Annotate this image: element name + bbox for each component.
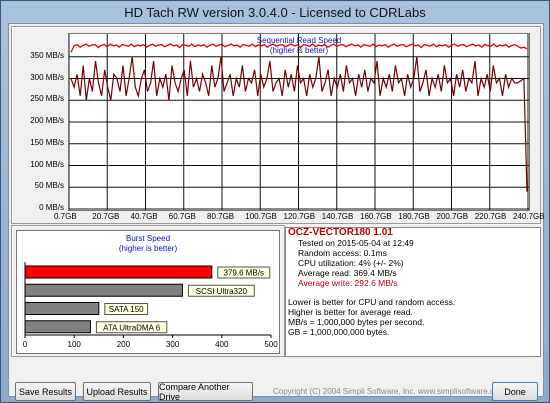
burst-tick-label: 500: [264, 340, 278, 349]
burst-graph-area: Burst Speed (higher is better) 0 100 200 30…: [16, 230, 280, 354]
client-area: Sequential Read Speed (higher is better)…: [8, 23, 545, 402]
write-speed-line: [70, 56, 528, 192]
y-tick-label: 0 MB/s: [39, 203, 64, 212]
save-results-button[interactable]: Save Results: [15, 382, 76, 401]
burst-bar-label: SCSI Ultra320: [187, 284, 255, 297]
upload-results-button[interactable]: Upload Results: [83, 382, 151, 401]
compare-another-drive-button[interactable]: Compare Another Drive: [158, 382, 253, 402]
y-tick-label: 350 MB/s: [30, 50, 64, 60]
burst-label-text: SCSI Ultra320: [196, 287, 248, 296]
burst-tick-label: 200: [117, 340, 131, 349]
burst-label-box: [104, 303, 149, 315]
note-mbs-definition: MB/s = 1,000,000 bytes per second.: [288, 317, 425, 327]
drive-name: OCZ-VECTOR180 1.01: [288, 227, 393, 238]
x-tick-label: 220.7GB: [474, 212, 507, 221]
y-tick-label: 150 MB/s: [30, 137, 64, 147]
burst-chart-title: Burst Speed: [125, 234, 171, 243]
note-gb-definition: GB = 1,000,000,000 bytes.: [288, 327, 390, 337]
burst-label-text: SATA 150: [109, 305, 144, 314]
y-tick-label: 200 MB/s: [30, 116, 64, 125]
note-higher-better: Higher is better for average read.: [288, 307, 413, 317]
burst-label-box: [217, 266, 271, 279]
x-tick-label: 160.7GB: [360, 212, 392, 221]
read-chart-svg: [69, 34, 529, 210]
x-tick-label: 0.7GB: [54, 212, 77, 221]
note-lower-better: Lower is better for CPU and random acces…: [288, 297, 456, 307]
burst-chart-subtitle: (higher is better): [118, 244, 178, 253]
burst-bar: [24, 320, 91, 334]
average-write: Average write: 292.6 MB/s: [298, 278, 398, 288]
read-speed-line: [70, 43, 528, 53]
burst-tick-label: 400: [215, 340, 229, 349]
y-tick-label: 300 MB/s: [30, 72, 64, 82]
y-tick-label: 250 MB/s: [30, 94, 64, 104]
burst-tick-label: 0: [23, 340, 28, 349]
burst-chart-svg: 0 100 200 300 400 500 379.6 MB/s SCSI Ultra320 S…: [23, 262, 278, 349]
burst-label-text: ATA UltraDMA 6: [103, 323, 161, 332]
x-tick-label: 40.7GB: [130, 212, 158, 221]
burst-bar: [24, 265, 213, 279]
burst-tick-label: 300: [166, 340, 180, 349]
burst-label-box: [187, 284, 255, 297]
burst-label-box: [95, 321, 168, 334]
tested-date: Tested on 2015-05-04 at 12:49: [298, 238, 414, 248]
read-speed-panel: Sequential Read Speed (higher is better)…: [11, 26, 545, 224]
random-access: Random access: 0.1ms: [298, 248, 387, 258]
x-tick-label: 200.7GB: [436, 212, 469, 221]
x-tick-label: 100.7GB: [245, 212, 277, 221]
x-tick-label: 20.7GB: [92, 212, 120, 221]
x-tick-label: 180.7GB: [398, 212, 430, 221]
y-tick-label: 50 MB/s: [34, 181, 64, 191]
burst-tick-label: 100: [68, 340, 82, 349]
burst-bar: [24, 283, 183, 297]
copyright-text: Copyright (C) 2004 Simpli Software, Inc.…: [273, 387, 506, 396]
read-graph-area: Sequential Read Speed (higher is better): [68, 33, 530, 211]
x-tick-label: 80.7GB: [207, 212, 235, 221]
average-read: Average read: 369.4 MB/s: [298, 268, 397, 278]
x-tick-label: 60.7GB: [168, 212, 196, 221]
x-tick-label: 140.7GB: [321, 212, 354, 221]
burst-label-text: 379.6 MB/s: [224, 269, 264, 278]
burst-bar-label: 379.6 MB/s: [217, 266, 271, 279]
cpu-utilization: CPU utilization: 4% (+/- 2%): [298, 258, 404, 268]
done-button[interactable]: Done: [492, 382, 538, 401]
window-title: HD Tach RW version 3.0.4.0 - Licensed to…: [124, 4, 426, 20]
results-info-panel: OCZ-VECTOR180 1.01 Tested on 2015-05-04 …: [285, 227, 541, 357]
y-tick-label: 100 MB/s: [30, 159, 64, 169]
burst-bar-label: SATA 150: [104, 303, 149, 315]
x-tick-label: 240.7GB: [513, 212, 545, 221]
x-tick-label: 120.7GB: [283, 212, 316, 221]
burst-speed-panel: Burst Speed (higher is better) 0 100 200 30…: [11, 225, 285, 357]
burst-bar-label: ATA UltraDMA 6: [95, 321, 168, 334]
burst-bar: [24, 302, 100, 315]
